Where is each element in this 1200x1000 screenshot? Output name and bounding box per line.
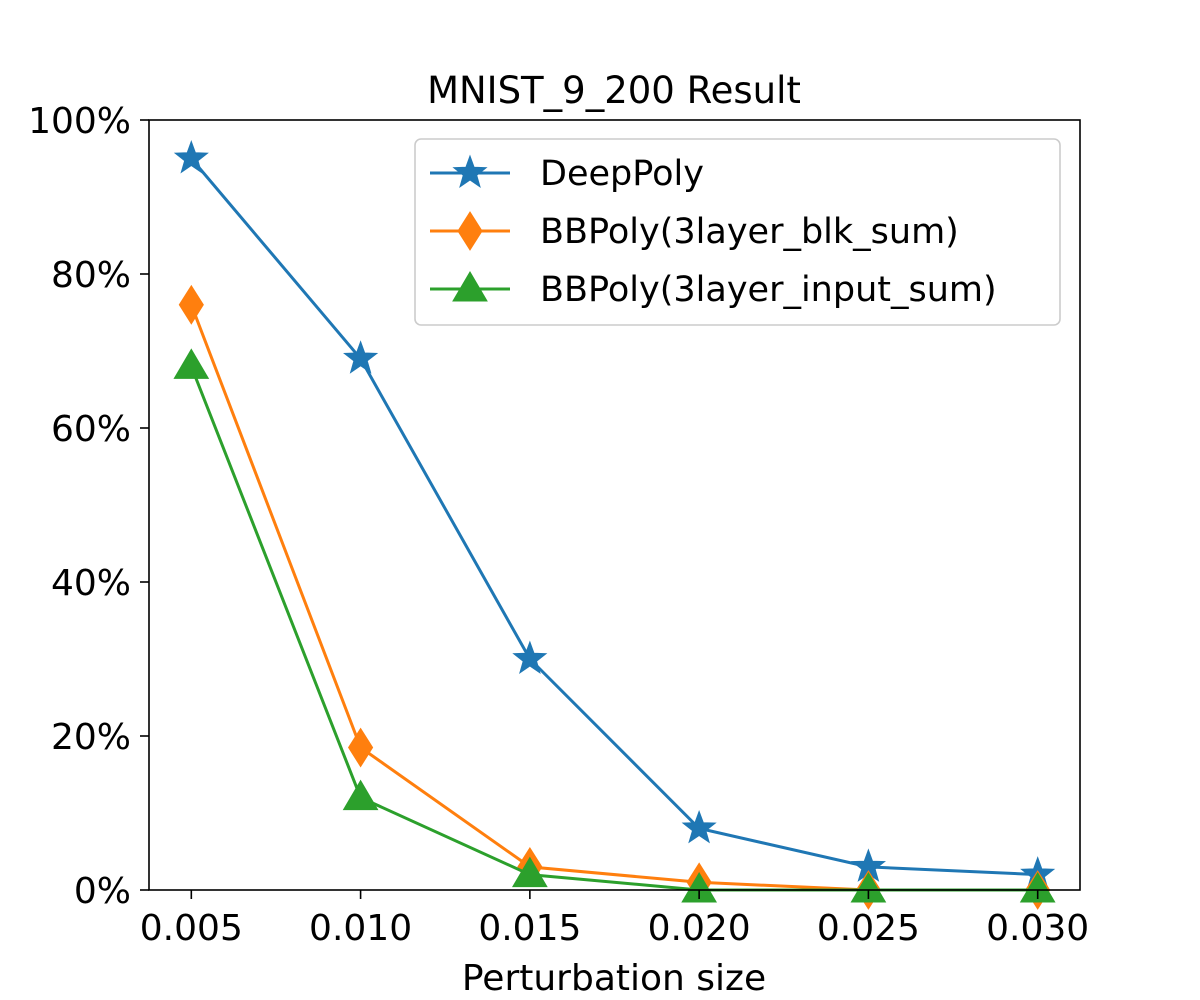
legend-marker-triangle [452, 271, 488, 302]
y-tick-label: 60% [51, 409, 131, 450]
x-tick-label: 0.015 [478, 908, 581, 949]
legend-frame [414, 138, 1061, 326]
data-point-star [512, 640, 548, 674]
x-tick-label: 0.005 [140, 908, 243, 949]
data-point-diamond [178, 284, 204, 325]
x-tick-label: 0.010 [309, 908, 412, 949]
chart-title: MNIST_9_200 Result [427, 69, 801, 112]
legend-marker-star [452, 154, 488, 188]
x-tick-label: 0.020 [648, 908, 751, 949]
y-tick-label: 80% [51, 255, 131, 296]
y-axis-ticks: 0% 20% 40% 60% 80% 100% [28, 101, 149, 912]
x-tick-label: 0.030 [986, 908, 1089, 949]
data-point-triangle [850, 872, 887, 903]
legend-label: BBPoly(3layer_blk_sum) [540, 212, 959, 252]
legend-marker-diamond [457, 211, 483, 251]
legend-label: DeepPoly [540, 154, 704, 194]
legend: DeepPoly BBPoly(3layer_blk_sum) BBPoly(3la… [414, 138, 1061, 326]
data-point-star [681, 809, 717, 844]
y-tick-label: 40% [51, 563, 131, 604]
plot-frame [148, 119, 1081, 891]
data-point-triangle [681, 872, 718, 903]
legend-label: BBPoly(3layer_input_sum) [540, 270, 997, 310]
y-tick-label: 0% [74, 871, 131, 912]
y-tick-label: 100% [28, 101, 131, 142]
x-axis-label: Perturbation size [462, 958, 766, 999]
data-point-triangle [173, 348, 210, 379]
data-point-diamond [347, 727, 374, 768]
x-tick-label: 0.025 [817, 908, 920, 949]
data-point-star [343, 340, 379, 374]
data-point-star [173, 140, 209, 174]
data-point-triangle [342, 779, 379, 811]
data-point-triangle [1019, 872, 1056, 903]
x-axis-ticks: 0.005 0.010 0.015 0.020 0.025 0.030 [140, 890, 1089, 949]
data-point-triangle [511, 856, 548, 888]
y-tick-label: 20% [51, 717, 131, 758]
series-line [190, 157, 1038, 877]
